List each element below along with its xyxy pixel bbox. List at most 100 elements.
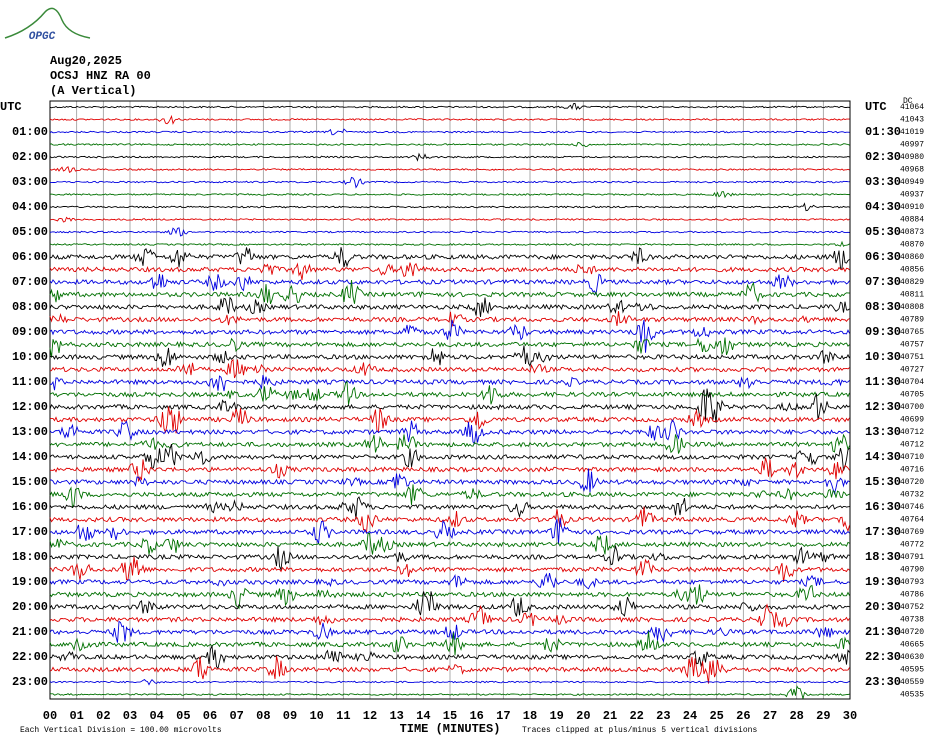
right-time-label: 14:30 <box>865 450 901 464</box>
trace-offset: 40980 <box>900 153 924 162</box>
trace-offset: 40757 <box>900 341 924 350</box>
trace <box>49 280 850 305</box>
left-time-label: 12:00 <box>12 400 48 414</box>
trace <box>49 240 850 247</box>
right-time-label: 07:30 <box>865 275 901 289</box>
trace <box>49 620 850 643</box>
trace-offset: 41019 <box>900 128 924 137</box>
x-tick-label: 20 <box>576 709 590 723</box>
left-time-label: 02:00 <box>12 150 48 164</box>
trace-offset: 40705 <box>900 391 924 400</box>
trace <box>49 544 850 572</box>
trace-offset: 40712 <box>900 428 924 437</box>
trace-offset: 40764 <box>900 516 924 525</box>
trace-offset: 40856 <box>900 266 924 275</box>
trace-offset: 41043 <box>900 116 924 125</box>
date: Aug20,2025 <box>50 54 122 68</box>
x-tick-label: 00 <box>43 709 57 723</box>
trace <box>49 176 850 189</box>
x-tick-label: 12 <box>363 709 377 723</box>
right-time-label: 17:30 <box>865 525 901 539</box>
right-time-label: 23:30 <box>865 675 901 689</box>
right-time-label: 04:30 <box>865 200 901 214</box>
trace-offset: 40700 <box>900 403 924 412</box>
x-tick-label: 21 <box>603 709 617 723</box>
x-tick-label: 22 <box>629 709 643 723</box>
trace <box>49 517 850 545</box>
x-tick-label: 07 <box>229 709 243 723</box>
right-time-label: 15:30 <box>865 475 901 489</box>
trace <box>49 262 850 281</box>
trace <box>49 433 850 454</box>
trace-offset: 40873 <box>900 228 924 237</box>
left-time-label: 06:00 <box>12 250 48 264</box>
trace <box>49 114 850 125</box>
left-time-label: UTC <box>0 100 22 114</box>
trace <box>49 319 850 353</box>
component: (A Vertical) <box>50 84 136 98</box>
x-tick-label: 15 <box>443 709 457 723</box>
trace-offset: 40710 <box>900 453 924 462</box>
trace <box>49 345 850 367</box>
trace-offset: 40772 <box>900 541 924 550</box>
right-time-label: 11:30 <box>865 375 901 389</box>
trace-offset: 40997 <box>900 141 924 150</box>
trace-offset: 40738 <box>900 616 924 625</box>
right-time-label: 08:30 <box>865 300 901 314</box>
trace <box>49 128 850 136</box>
trace <box>49 141 850 148</box>
trace <box>49 630 850 656</box>
trace-offset: 40791 <box>900 553 924 562</box>
x-tick-label: 26 <box>736 709 750 723</box>
left-time-label: 15:00 <box>12 475 48 489</box>
left-time-label: 21:00 <box>12 625 48 639</box>
trace-offset: 40949 <box>900 178 924 187</box>
trace-offset: 40870 <box>900 241 924 250</box>
trace-offset: 40704 <box>900 378 924 387</box>
left-time-label: 07:00 <box>12 275 48 289</box>
right-time-label: 05:30 <box>865 225 901 239</box>
right-time-label: 18:30 <box>865 550 901 564</box>
trace <box>49 572 850 590</box>
x-axis-title: TIME (MINUTES) <box>400 722 501 736</box>
corner-label: DC <box>903 97 913 106</box>
x-tick-label: 04 <box>149 709 163 723</box>
trace <box>49 419 850 445</box>
trace-offset: 40765 <box>900 328 924 337</box>
left-time-label: 14:00 <box>12 450 48 464</box>
x-tick-label: 28 <box>789 709 803 723</box>
scale-note: Each Vertical Division = 100.00 microvol… <box>20 726 222 735</box>
trace <box>49 591 850 617</box>
x-tick-label: 03 <box>123 709 137 723</box>
x-tick-label: 08 <box>256 709 270 723</box>
x-tick-label: 30 <box>843 709 857 723</box>
x-tick-label: 17 <box>496 709 510 723</box>
trace <box>49 584 850 610</box>
left-time-label: 18:00 <box>12 550 48 564</box>
trace-offset: 40811 <box>900 291 924 300</box>
right-time-label: 02:30 <box>865 150 901 164</box>
trace-offset: 40716 <box>900 466 924 475</box>
trace-offset: 40910 <box>900 203 924 212</box>
trace <box>49 152 850 162</box>
x-tick-label: 29 <box>816 709 830 723</box>
trace-offset: 40937 <box>900 191 924 200</box>
trace <box>49 644 850 670</box>
clip-note: Traces clipped at plus/minus 5 vertical … <box>522 726 757 735</box>
trace-offset: 40790 <box>900 566 924 575</box>
trace <box>49 216 850 223</box>
x-tick-label: 19 <box>549 709 563 723</box>
trace <box>49 311 850 327</box>
left-time-label: 22:00 <box>12 650 48 664</box>
x-tick-label: 06 <box>203 709 217 723</box>
trace-offset: 40712 <box>900 441 924 450</box>
trace <box>49 388 850 423</box>
trace-offset: 40720 <box>900 478 924 487</box>
trace <box>49 102 850 111</box>
trace-offset: 40789 <box>900 316 924 325</box>
right-time-label: 20:30 <box>865 600 901 614</box>
trace-offset: 40699 <box>900 416 924 425</box>
left-time-label: 08:00 <box>12 300 48 314</box>
trace-offset: 40630 <box>900 653 924 662</box>
trace-offset: 40720 <box>900 628 924 637</box>
